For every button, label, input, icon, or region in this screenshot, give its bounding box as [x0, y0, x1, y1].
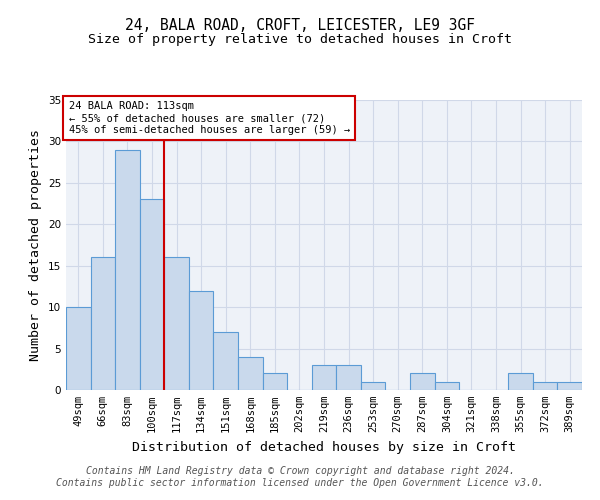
Bar [557, 382, 582, 390]
Bar [361, 382, 385, 390]
Bar [263, 374, 287, 390]
Text: Contains HM Land Registry data © Crown copyright and database right 2024.
Contai: Contains HM Land Registry data © Crown c… [56, 466, 544, 487]
Bar [238, 357, 263, 390]
Bar [410, 374, 434, 390]
Text: Size of property relative to detached houses in Croft: Size of property relative to detached ho… [88, 32, 512, 46]
X-axis label: Distribution of detached houses by size in Croft: Distribution of detached houses by size … [132, 440, 516, 454]
Bar [434, 382, 459, 390]
Text: 24, BALA ROAD, CROFT, LEICESTER, LE9 3GF: 24, BALA ROAD, CROFT, LEICESTER, LE9 3GF [125, 18, 475, 32]
Bar [91, 258, 115, 390]
Bar [140, 200, 164, 390]
Bar [508, 374, 533, 390]
Y-axis label: Number of detached properties: Number of detached properties [29, 129, 43, 361]
Bar [533, 382, 557, 390]
Bar [164, 258, 189, 390]
Bar [66, 307, 91, 390]
Bar [312, 365, 336, 390]
Bar [189, 290, 214, 390]
Text: 24 BALA ROAD: 113sqm
← 55% of detached houses are smaller (72)
45% of semi-detac: 24 BALA ROAD: 113sqm ← 55% of detached h… [68, 102, 350, 134]
Bar [336, 365, 361, 390]
Bar [115, 150, 140, 390]
Bar [214, 332, 238, 390]
